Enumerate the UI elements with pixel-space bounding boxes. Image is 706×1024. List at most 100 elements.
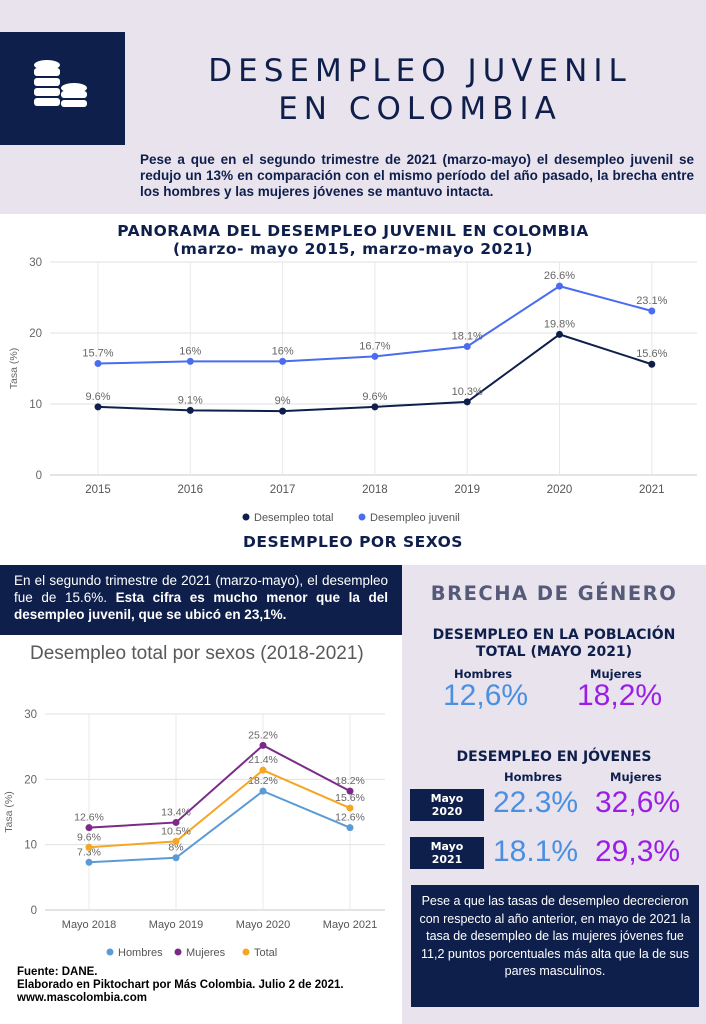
data-point xyxy=(172,854,180,862)
data-point xyxy=(85,858,93,866)
data-point xyxy=(259,787,267,795)
population-men-value: 12,6% xyxy=(443,679,529,712)
data-label: 25.2% xyxy=(248,729,278,741)
y-tick-label: 30 xyxy=(24,709,37,721)
data-label: 9.6% xyxy=(362,391,387,403)
series-line-total xyxy=(88,769,351,849)
data-label: 18.2% xyxy=(335,775,365,787)
population-women-value: 18,2% xyxy=(577,679,663,712)
footer-credit: Elaborado en Piktochart por Más Colombia… xyxy=(17,979,344,991)
data-point xyxy=(85,843,93,851)
chart1-title: PANORAMA DEL DESEMPLEO JUVENIL EN COLOMB… xyxy=(40,222,666,258)
data-label: 21.4% xyxy=(248,754,278,766)
note-plain-text: En el segundo trimestre de 2021 (marzo-m… xyxy=(14,573,388,605)
youth-women-2020-value: 32,6% xyxy=(595,786,681,819)
youth-unemployment-line-chart: 0 10 20 30 2015 2016 2017 2018 2019 2020 2021 Tasa … xyxy=(8,257,697,524)
data-label: 9.6% xyxy=(85,391,110,403)
section-title-by-sex: DESEMPLEO POR SEXOS xyxy=(243,533,463,551)
page-title: DESEMPLEO JUVENIL EN COLOMBIA xyxy=(140,52,700,128)
y-tick-label: 0 xyxy=(36,470,42,482)
youth-women-2021-value: 29,3% xyxy=(595,835,681,868)
legend-label: Total xyxy=(254,947,277,959)
gender-gap-note: Pese a que las tasas de desempleo decrec… xyxy=(411,885,699,1007)
gender-gap-panel: BRECHA DE GÉNERO DESEMPLEO EN LA POBLACI… xyxy=(402,565,706,1024)
data-label: 13.4% xyxy=(161,806,191,818)
data-point xyxy=(85,824,93,832)
year-2020-line-2: 2020 xyxy=(431,805,463,818)
legend-label: Hombres xyxy=(118,947,163,959)
youth-men-2021-value: 18.1% xyxy=(493,835,579,868)
series-line-hombres xyxy=(88,789,351,864)
population-unemployment-title: DESEMPLEO EN LA POBLACIÓN TOTAL (MAYO 20… xyxy=(402,627,706,661)
data-point xyxy=(648,307,656,315)
youth-unemployment-title: DESEMPLEO EN JÓVENES xyxy=(456,749,652,765)
y-axis-label: Tasa (%) xyxy=(8,348,20,389)
x-tick-label: 2018 xyxy=(362,484,388,496)
data-point xyxy=(346,787,354,795)
note-bold-text: Esta cifra es mucho menor que la del des… xyxy=(14,590,388,622)
data-label: 9.6% xyxy=(77,831,101,843)
year-2021-line-1: Mayo xyxy=(430,840,464,853)
coins-stack-icon xyxy=(34,60,87,107)
footer-source: Fuente: DANE. xyxy=(17,966,98,978)
data-label: 8% xyxy=(168,842,183,854)
legend-label: Desempleo juvenil xyxy=(370,512,460,524)
data-point xyxy=(346,804,354,812)
title-line-1: DESEMPLEO JUVENIL xyxy=(208,53,632,89)
x-tick-label: Mayo 2020 xyxy=(236,919,290,931)
youth-men-label: Hombres xyxy=(504,770,563,784)
data-point xyxy=(556,330,563,338)
data-label: 9.1% xyxy=(178,394,203,406)
data-label: 12.6% xyxy=(335,812,365,824)
legend-marker xyxy=(242,948,250,956)
data-label: 7.3% xyxy=(77,846,101,858)
chart1-title-line-1: PANORAMA DEL DESEMPLEO JUVENIL EN COLOMB… xyxy=(117,222,589,240)
data-label: 26.6% xyxy=(544,270,575,282)
data-label: 19.8% xyxy=(544,318,575,330)
y-tick-label: 20 xyxy=(29,328,42,340)
footer: Fuente: DANE. Elaborado en Piktochart po… xyxy=(17,966,344,1005)
population-women-label: Mujeres xyxy=(590,667,642,681)
data-label: 16% xyxy=(272,345,294,357)
data-point xyxy=(556,282,563,290)
series-line-mujeres xyxy=(88,744,351,829)
unemployment-by-sex-line-chart: 0 10 20 30 Mayo 2018 Mayo 2019 Mayo 2020 Mayo 2… xyxy=(3,709,385,959)
data-point xyxy=(371,352,379,360)
y-tick-label: 30 xyxy=(29,257,42,269)
chart1-title-line-2: (marzo- mayo 2015, marzo-mayo 2021) xyxy=(173,240,533,258)
x-tick-label: Mayo 2019 xyxy=(149,919,203,931)
y-tick-label: 10 xyxy=(24,840,37,852)
data-point xyxy=(463,398,471,406)
legend-label: Mujeres xyxy=(186,947,226,959)
population-title-line-1: DESEMPLEO EN LA POBLACIÓN xyxy=(432,627,676,643)
data-label: 23.1% xyxy=(636,295,667,307)
x-tick-label: 2017 xyxy=(270,484,296,496)
data-label: 18.1% xyxy=(452,330,483,342)
data-label: 18.2% xyxy=(248,775,278,787)
logo-box xyxy=(0,32,125,145)
data-label: 16.7% xyxy=(359,340,390,352)
population-men-label: Hombres xyxy=(454,667,513,681)
data-point xyxy=(371,403,379,411)
x-tick-label: Mayo 2018 xyxy=(62,919,116,931)
x-tick-label: Mayo 2021 xyxy=(323,919,377,931)
youth-women-label: Mujeres xyxy=(610,770,662,784)
data-label: 16% xyxy=(179,345,201,357)
y-tick-label: 10 xyxy=(29,399,42,411)
year-2020-line-1: Mayo xyxy=(430,792,464,805)
x-tick-label: 2020 xyxy=(547,484,573,496)
x-tick-label: 2019 xyxy=(454,484,480,496)
total-unemployment-note: En el segundo trimestre de 2021 (marzo-m… xyxy=(0,565,402,635)
footer-website: www.mascolombia.com xyxy=(17,992,147,1004)
x-tick-label: 2021 xyxy=(639,484,665,496)
data-label: 12.6% xyxy=(74,812,104,824)
data-point xyxy=(186,406,194,414)
legend-marker xyxy=(106,948,114,956)
y-tick-label: 20 xyxy=(24,774,37,786)
x-tick-label: 2016 xyxy=(178,484,204,496)
y-axis-label: Tasa (%) xyxy=(3,791,15,832)
legend-marker xyxy=(358,513,366,521)
legend-marker xyxy=(174,948,182,956)
title-line-2: EN COLOMBIA xyxy=(278,91,562,127)
data-point xyxy=(94,403,102,411)
